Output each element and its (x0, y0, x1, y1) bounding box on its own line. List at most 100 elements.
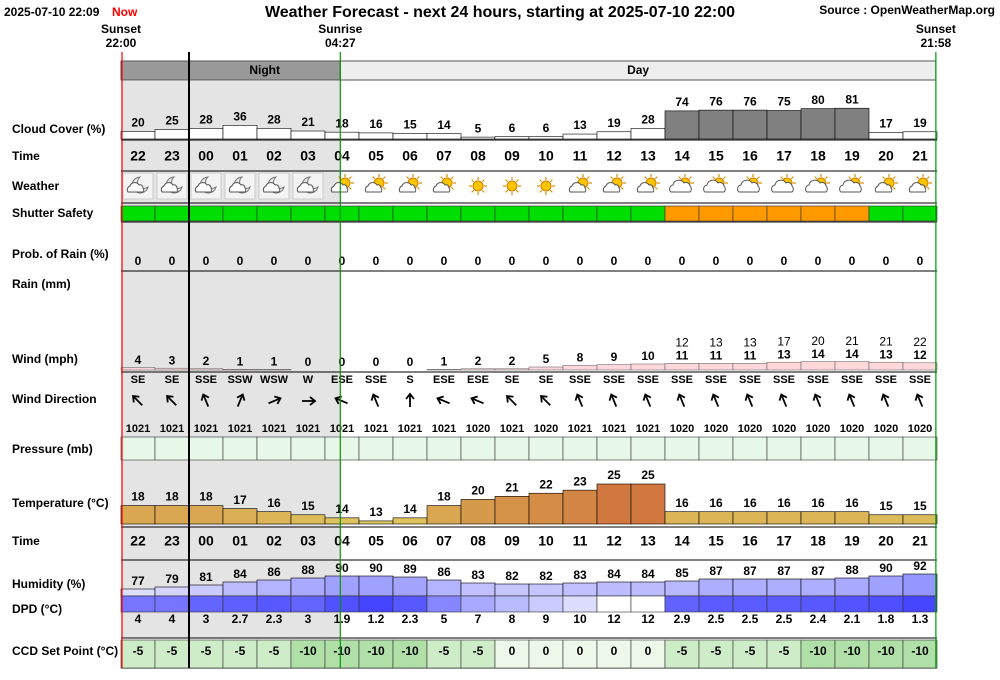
pressure-value: 1020 (806, 423, 830, 435)
hour-label: 20 (878, 148, 894, 164)
dpd-value: 8 (509, 612, 516, 626)
temperature-value: 15 (879, 499, 893, 513)
cloud_cover-value: 28 (199, 113, 213, 127)
temperature-bar (222, 508, 258, 525)
dpd-cell (596, 595, 632, 613)
wind-bar (154, 367, 190, 371)
ccd-value: -5 (711, 644, 722, 658)
temperature-bar (256, 511, 292, 525)
dpd-cell (528, 595, 564, 613)
humidity-value: 87 (811, 564, 825, 578)
rain-prob-value: 0 (713, 254, 720, 268)
weather-icon (258, 172, 290, 200)
hour-label: 22 (130, 533, 146, 549)
humidity-value: 92 (913, 559, 927, 573)
sun-ray (712, 176, 716, 180)
sun-ray (858, 176, 862, 180)
rain-prob-value: 0 (339, 254, 346, 268)
dpd-cell (800, 595, 836, 613)
wind-gust-value: 21 (879, 334, 893, 348)
cloud (432, 182, 451, 193)
wind-value: 8 (577, 350, 584, 364)
weather-icon (503, 177, 521, 195)
arrow-shaft (541, 396, 551, 406)
shutter-cell (528, 205, 564, 222)
hour-label: 01 (232, 148, 248, 164)
row-label: Wind Direction (12, 392, 97, 406)
sun-ray (505, 189, 509, 193)
wind-gust-value: 13 (743, 336, 757, 350)
humidity-bar (868, 575, 904, 597)
rain-prob-value: 0 (679, 254, 686, 268)
dpd-cell (256, 595, 292, 613)
cloud (737, 179, 760, 193)
dpd-cell (460, 595, 496, 613)
humidity-bar (528, 583, 564, 597)
wind-value: 11 (710, 349, 723, 363)
wind-bar (902, 362, 938, 371)
cloud_cover-value: 28 (267, 113, 281, 127)
pressure-value: 1021 (228, 423, 252, 435)
ccd-value: -5 (133, 644, 144, 658)
sun-ray (382, 176, 386, 180)
temperature-bar (698, 511, 734, 525)
cloud_cover-bar (494, 136, 530, 140)
temperature-value: 16 (811, 496, 825, 510)
rain-prob-value: 0 (169, 254, 176, 268)
hour-label: 09 (504, 148, 520, 164)
temperature-bar (188, 505, 224, 525)
title: Weather Forecast - next 24 hours, starti… (265, 4, 735, 21)
weather-icon (224, 172, 256, 200)
rain-prob-value: 0 (645, 254, 652, 268)
ccd-value: -5 (167, 644, 178, 658)
sun-ray (678, 176, 682, 180)
dpd-cell (392, 595, 428, 613)
pressure-cell (596, 436, 632, 461)
humidity-value: 79 (165, 572, 179, 586)
ccd-cell (120, 639, 156, 669)
hour-label: 00 (198, 148, 214, 164)
cloud_cover-value: 76 (709, 94, 723, 108)
wind-value: 0 (305, 355, 312, 369)
weather-icon (669, 174, 694, 193)
arrow-head (812, 393, 822, 401)
ccd-value: -5 (745, 644, 756, 658)
pressure-value: 1021 (602, 423, 626, 435)
shutter-cell (494, 205, 530, 222)
wind-direction-label: SSE (671, 374, 693, 386)
dpd-cell (188, 595, 224, 613)
weather-icon (602, 174, 626, 193)
wind-value: 12 (913, 348, 927, 362)
pressure-cell (460, 436, 496, 461)
pressure-value: 1021 (330, 423, 354, 435)
sun-ray (586, 186, 590, 190)
dpd-cell (426, 595, 462, 613)
wind-arrow (200, 393, 210, 407)
shutter-cell (154, 205, 190, 222)
sun-ray (722, 176, 726, 180)
ccd-cell (188, 639, 224, 669)
pressure-cell (800, 436, 836, 461)
sun-ray (348, 176, 352, 180)
hour-label: 23 (164, 148, 180, 164)
arrow-shaft (780, 395, 788, 407)
sun-ray (505, 179, 509, 183)
weather-icon (771, 174, 796, 193)
dpd-cell (222, 595, 258, 613)
humidity-value: 84 (233, 567, 247, 581)
dpd-cell (834, 595, 870, 613)
dpd-value: 2.5 (708, 612, 725, 626)
hour-label: 07 (436, 148, 452, 164)
arrow-head (132, 395, 140, 403)
sun-ray (576, 176, 580, 180)
cloud_cover-bar (596, 131, 632, 140)
cloud (296, 182, 315, 193)
ccd-value: -10 (843, 644, 861, 658)
temperature-value: 16 (709, 496, 723, 510)
cloud (262, 182, 281, 193)
ccd-value: -10 (809, 644, 827, 658)
ccd-cell (902, 639, 938, 669)
sun-ray (688, 176, 692, 180)
hour-label: 06 (402, 148, 418, 164)
